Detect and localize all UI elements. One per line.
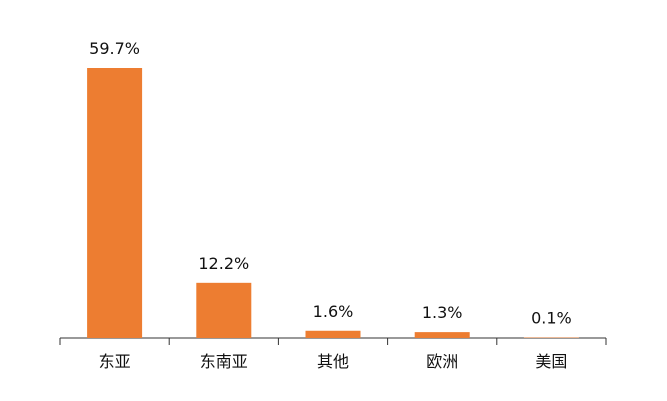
bar bbox=[196, 282, 252, 338]
x-tick-label: 美国 bbox=[535, 352, 567, 371]
bar bbox=[305, 330, 361, 338]
value-label: 12.2% bbox=[198, 254, 249, 273]
bar bbox=[87, 68, 143, 338]
x-tick-label: 东亚 bbox=[99, 352, 131, 371]
x-tick-label: 其他 bbox=[317, 352, 349, 371]
x-tick-label: 欧洲 bbox=[426, 352, 458, 371]
value-label: 59.7% bbox=[89, 39, 140, 58]
value-label: 1.6% bbox=[313, 302, 354, 321]
value-label: 1.3% bbox=[422, 303, 463, 322]
value-label: 0.1% bbox=[531, 309, 572, 328]
x-tick-label: 东南亚 bbox=[200, 352, 248, 371]
bar bbox=[414, 332, 470, 338]
